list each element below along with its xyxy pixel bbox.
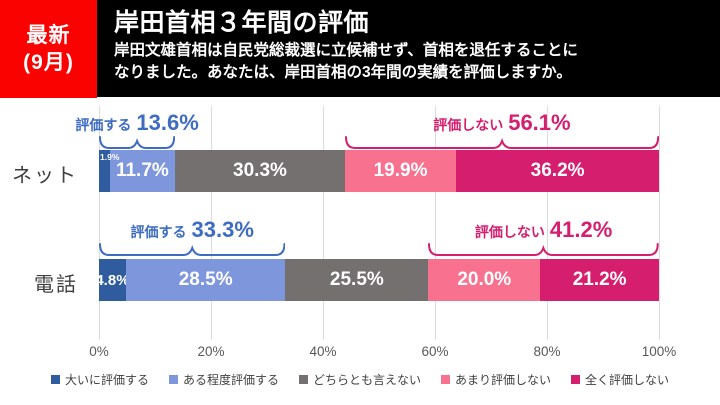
gridline [99,106,100,340]
annotation-value: 41.2% [549,217,613,242]
bar-segment-value: 36.2% [530,160,585,181]
bar-segment: 11.7% [109,150,176,192]
legend-swatch-icon [50,375,60,384]
bar-segment: 4.8% [95,259,130,301]
stacked-bar-row: 1.9% 11.7% 30.3% 19.9% 36.2% [99,150,659,192]
page-subtitle-line2: なりました。あなたは、岸田首相の3年間の実績を評価しますか。 [114,64,572,81]
x-axis-tick-label: 100% [641,344,677,359]
bar-segment-value: 20.0% [457,269,512,290]
bar-segment: 36.2% [456,150,659,192]
annotation-label: 評価する [75,117,132,133]
bar-segment: 30.3% [175,150,345,192]
row-label-net: ネット [12,165,78,187]
badge-line2: (9月) [23,51,74,74]
legend-label: 全く評価しない [585,373,670,387]
annotation-brace [344,136,659,149]
x-axis-tick-label: 60% [421,344,449,359]
annotation-value: 13.6% [136,110,199,135]
annotation-label: 評価する [130,224,187,240]
bar-segment-value: 4.8% [95,271,130,289]
bar-segment: 28.5% [125,259,286,301]
bar-segment-value: 28.5% [178,269,233,290]
legend-item: 全く評価しない [571,371,669,388]
bar-segment: 25.5% [285,259,429,301]
bar-segment: 21.2% [540,259,659,301]
bar-segment-value: 19.9% [373,160,428,181]
annotation-brace [428,243,659,256]
bar-segment: 20.0% [428,259,541,301]
legend-label: あまり評価しない [455,373,552,387]
legend-swatch-icon [441,375,450,384]
page-title: 岸田首相３年間の評価 [114,9,370,37]
annotation-approve: 評価する 33.3% [131,217,254,243]
legend-item: どちらとも言えない [298,371,421,388]
badge-line1: 最新 [26,24,71,47]
bar-segment: 1.9% [99,150,119,192]
x-axis-tick-label: 40% [309,344,337,359]
gridline [435,106,436,340]
legend-label: どちらとも言えない [312,373,421,387]
annotation-disapprove: 評価しない 41.2% [475,217,612,243]
legend-label: 大いに評価する [64,373,149,387]
gridline [659,106,660,340]
x-axis-tick-label: 0% [89,344,109,359]
x-axis-tick-label: 80% [533,344,561,359]
annotation-approve: 評価する 13.6% [75,110,198,136]
bar-segment-value: 30.3% [233,160,287,181]
x-axis-tick-label: 20% [197,344,225,359]
annotation-value: 33.3% [191,217,254,242]
row-label-phone: 電話 [34,274,78,296]
legend-swatch-icon [168,375,178,384]
bar-segment-value: 25.5% [329,269,384,290]
gridline [547,106,548,340]
legend-item: ある程度評価する [168,371,279,388]
page-subtitle-line1: 岸田文雄首相は自民党総裁選に立候補せず、首相を退任することに [114,42,578,59]
latest-month-badge: 最新 (9月) [0,0,97,98]
bar-segment-value: 11.7% [115,160,169,181]
annotation-label: 評価しない [433,117,504,133]
bar-segment: 19.9% [344,150,457,192]
legend-label: ある程度評価する [182,373,279,387]
annotation-brace [99,136,176,149]
annotation-label: 評価しない [474,224,545,240]
gridline [323,106,324,340]
legend-item: 大いに評価する [50,371,149,388]
chart-legend: 大いに評価する ある程度評価する どちらとも言えない あまり評価しない 全く評価しない [0,371,720,388]
header-text: 岸田首相３年間の評価 岸田文雄首相は自民党総裁選に立候補せず、首相を退任すること… [114,6,578,84]
header-bar: 岸田首相３年間の評価 岸田文雄首相は自民党総裁選に立候補せず、首相を退任すること… [0,0,720,97]
bar-segment-value: 21.2% [572,269,627,290]
annotation-value: 56.1% [508,110,571,135]
annotation-disapprove: 評価しない 56.1% [433,110,570,136]
bar-segment-value: 1.9% [100,152,120,162]
legend-swatch-icon [571,375,581,384]
stacked-bar-row: 4.8% 28.5% 25.5% 20.0% 21.2% [95,259,659,301]
legend-item: あまり評価しない [441,371,551,388]
legend-swatch-icon [298,375,308,384]
annotation-brace [99,243,286,256]
gridline [211,106,212,340]
